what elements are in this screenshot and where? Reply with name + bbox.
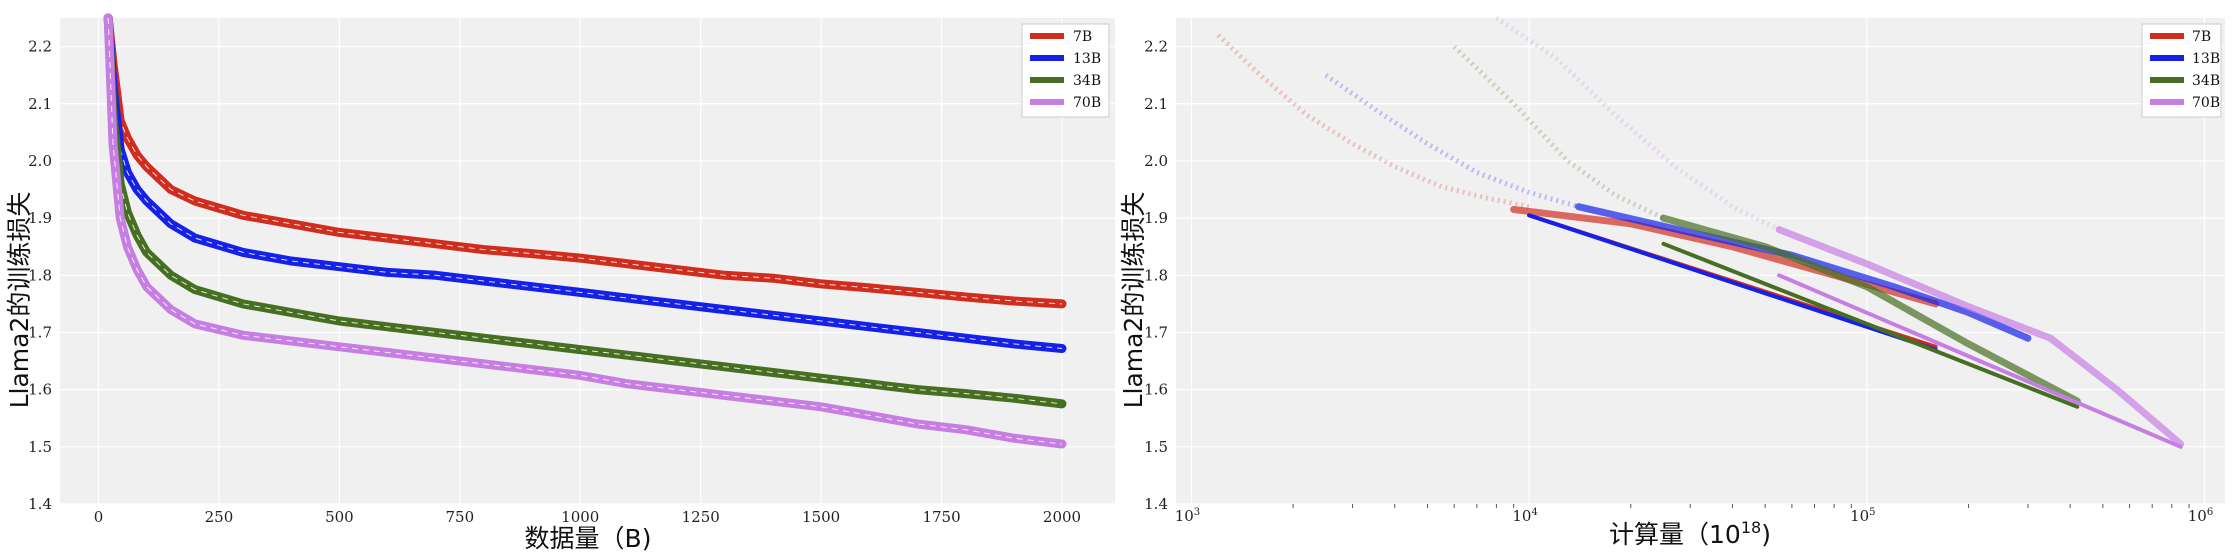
right-legend: 7B 13B 34B 70B [2141, 23, 2222, 118]
left-y-tick-label: 2.2 [28, 38, 52, 56]
right-x-tick-label: 103 [1175, 507, 1200, 525]
left-x-tick-label: 1500 [802, 508, 840, 526]
left-legend-label-7b: 7B [1073, 29, 1092, 45]
right-x-axis-title-tail: ) [1761, 520, 1771, 549]
right-legend-label-70b: 70B [2192, 95, 2220, 111]
left-legend-label-70b: 70B [1073, 95, 1101, 111]
right-y-axis-title: Llama2的训练损失 [1119, 192, 1148, 409]
right-series-layer [1216, 15, 2185, 449]
left-x-tick-label: 750 [446, 508, 475, 526]
left-x-tick-label: 2000 [1043, 508, 1081, 526]
right-x-axis-title-main: 计算量（10 [1609, 520, 1741, 549]
right-x-axis-title-exponent: 18 [1741, 518, 1761, 537]
right-y-tick-label: 1.8 [1144, 266, 1168, 284]
left-x-tick-label: 500 [325, 508, 354, 526]
right-y-tick-label: 1.9 [1144, 209, 1168, 227]
left-fit-line-7b [107, 17, 1063, 305]
right-early-curve-13b [1324, 73, 1580, 210]
left-y-tick-label: 1.6 [28, 381, 52, 399]
left-x-tick-label: 1750 [922, 508, 960, 526]
right-x-axis-title: 计算量（1018) [1609, 518, 1771, 549]
left-x-tick-label: 0 [94, 508, 104, 526]
left-fit-line-70b [107, 17, 1063, 445]
left-y-tick-label: 1.9 [28, 209, 52, 227]
left-y-tick-label: 2.0 [28, 152, 52, 170]
right-y-tick-label: 1.5 [1144, 438, 1168, 456]
left-y-axis-title: Llama2的训练损失 [5, 192, 34, 409]
right-y-tick-label: 1.7 [1144, 323, 1168, 341]
left-y-tick-label: 1.4 [28, 495, 52, 513]
left-legend: 7B 13B 34B 70B [1021, 23, 1110, 118]
left-tick-labels: 1.4 1.5 1.6 1.7 1.8 1.9 2.0 2.1 2.2 0 250 500 750 100… [28, 38, 1081, 526]
right-early-curve-70b [1495, 15, 1781, 232]
right-loss-curve-70b [1775, 226, 2185, 448]
right-loss-curve-13b [1575, 203, 2032, 342]
right-legend-label-7b: 7B [2192, 29, 2211, 45]
left-y-tick-label: 1.7 [28, 323, 52, 341]
left-x-axis-title: 数据量（B) [525, 524, 652, 553]
right-y-tick-label: 1.6 [1144, 381, 1168, 399]
right-loss-curve-34b [1660, 214, 2081, 405]
right-gridlines [1176, 18, 2225, 505]
right-fit-line-34b [1661, 241, 2080, 409]
right-y-tick-label: 2.1 [1144, 95, 1168, 113]
right-x-tick-label: 104 [1512, 507, 1537, 525]
right-y-tick-label: 1.4 [1144, 495, 1168, 513]
right-x-tick-label: 105 [1850, 507, 1875, 525]
right-fit-line-70b [1777, 273, 2183, 449]
right-plot-background [1176, 18, 2225, 504]
left-y-tick-label: 1.8 [28, 266, 52, 284]
left-legend-label-13b: 13B [1073, 51, 1101, 67]
right-fit-line-13b [1527, 213, 1938, 352]
left-chart: 1.4 1.5 1.6 1.7 1.8 1.9 2.0 2.1 2.2 0 250 500 750 100… [5, 13, 1115, 553]
right-legend-label-13b: 13B [2192, 51, 2220, 67]
right-early-curve-34b [1452, 44, 1665, 221]
left-x-tick-label: 1000 [561, 508, 599, 526]
right-legend-label-34b: 34B [2192, 73, 2220, 89]
right-tick-labels: 1.4 1.5 1.6 1.7 1.8 1.9 2.0 2.1 2.2 103 104 105 106 [1144, 38, 2213, 525]
left-x-tick-label: 250 [205, 508, 234, 526]
left-fit-line-34b [107, 17, 1063, 405]
left-fit-line-13b [107, 17, 1063, 349]
right-x-tick-label: 106 [2188, 507, 2213, 525]
left-legend-label-34b: 34B [1073, 73, 1101, 89]
left-x-tick-label: 1250 [682, 508, 720, 526]
left-gridlines [60, 18, 1115, 505]
left-y-tick-label: 1.5 [28, 438, 52, 456]
left-y-tick-label: 2.1 [28, 95, 52, 113]
right-y-tick-label: 2.2 [1144, 38, 1168, 56]
left-series-layer [103, 13, 1067, 449]
right-y-tick-label: 2.0 [1144, 152, 1168, 170]
